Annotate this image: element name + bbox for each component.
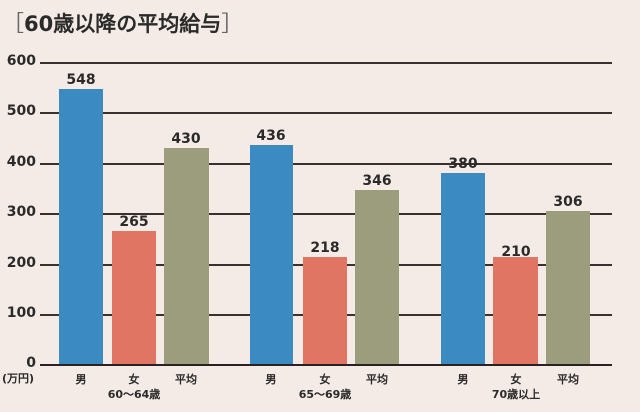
- y-tick-600: 600: [6, 53, 36, 69]
- gridline-400: [40, 163, 612, 165]
- x-label-70plus-female: 女: [510, 373, 522, 386]
- value-60-64-female: 265: [119, 214, 149, 230]
- value-70plus-male: 380: [448, 156, 478, 172]
- bar-70plus-female: [493, 257, 538, 365]
- x-label-65-69-male: 男: [265, 373, 277, 386]
- value-65-69-male: 436: [256, 128, 286, 144]
- value-70plus-female: 210: [501, 244, 531, 260]
- group-label-70plus: 70歳以上: [491, 388, 541, 401]
- y-tick-0: 0: [26, 355, 36, 371]
- x-label-60-64-female: 女: [128, 373, 140, 386]
- bar-70plus-male: [441, 173, 485, 365]
- bar-65-69-male: [250, 145, 293, 365]
- title-open-bracket: ［: [2, 12, 25, 37]
- value-65-69-female: 218: [310, 240, 340, 256]
- title-text: 60歳以降の平均給与: [24, 12, 222, 36]
- gridline-500: [40, 112, 612, 114]
- x-label-65-69-female: 女: [319, 373, 331, 386]
- chart-title: ［60歳以降の平均給与］: [2, 6, 243, 38]
- y-tick-400: 400: [6, 154, 36, 170]
- baseline-0: [40, 364, 612, 366]
- group-label-65-69: 65～69歳: [298, 388, 352, 401]
- value-60-64-male: 548: [66, 72, 96, 88]
- bar-60-64-average: [164, 148, 209, 365]
- x-label-70plus-male: 男: [457, 373, 469, 386]
- y-tick-300: 300: [6, 204, 36, 220]
- gridline-300: [40, 213, 612, 215]
- x-label-60-64-average: 平均: [175, 373, 197, 386]
- value-60-64-average: 430: [171, 131, 201, 147]
- gridline-600: [40, 62, 612, 64]
- bar-60-64-male: [59, 89, 103, 365]
- group-label-60-64: 60～64歳: [107, 388, 161, 401]
- y-tick-500: 500: [6, 103, 36, 119]
- x-label-70plus-average: 平均: [557, 373, 579, 386]
- value-65-69-average: 346: [362, 173, 392, 189]
- x-label-65-69-average: 平均: [366, 373, 388, 386]
- y-tick-100: 100: [6, 305, 36, 321]
- bar-65-69-average: [355, 190, 399, 365]
- value-70plus-average: 306: [553, 194, 583, 210]
- bar-60-64-female: [112, 231, 156, 365]
- x-label-60-64-male: 男: [75, 373, 87, 386]
- bar-65-69-female: [303, 257, 347, 365]
- y-axis-unit-label: (万円): [2, 372, 35, 385]
- title-close-bracket: ］: [221, 12, 244, 37]
- bar-70plus-average: [546, 211, 590, 365]
- y-tick-200: 200: [6, 255, 36, 271]
